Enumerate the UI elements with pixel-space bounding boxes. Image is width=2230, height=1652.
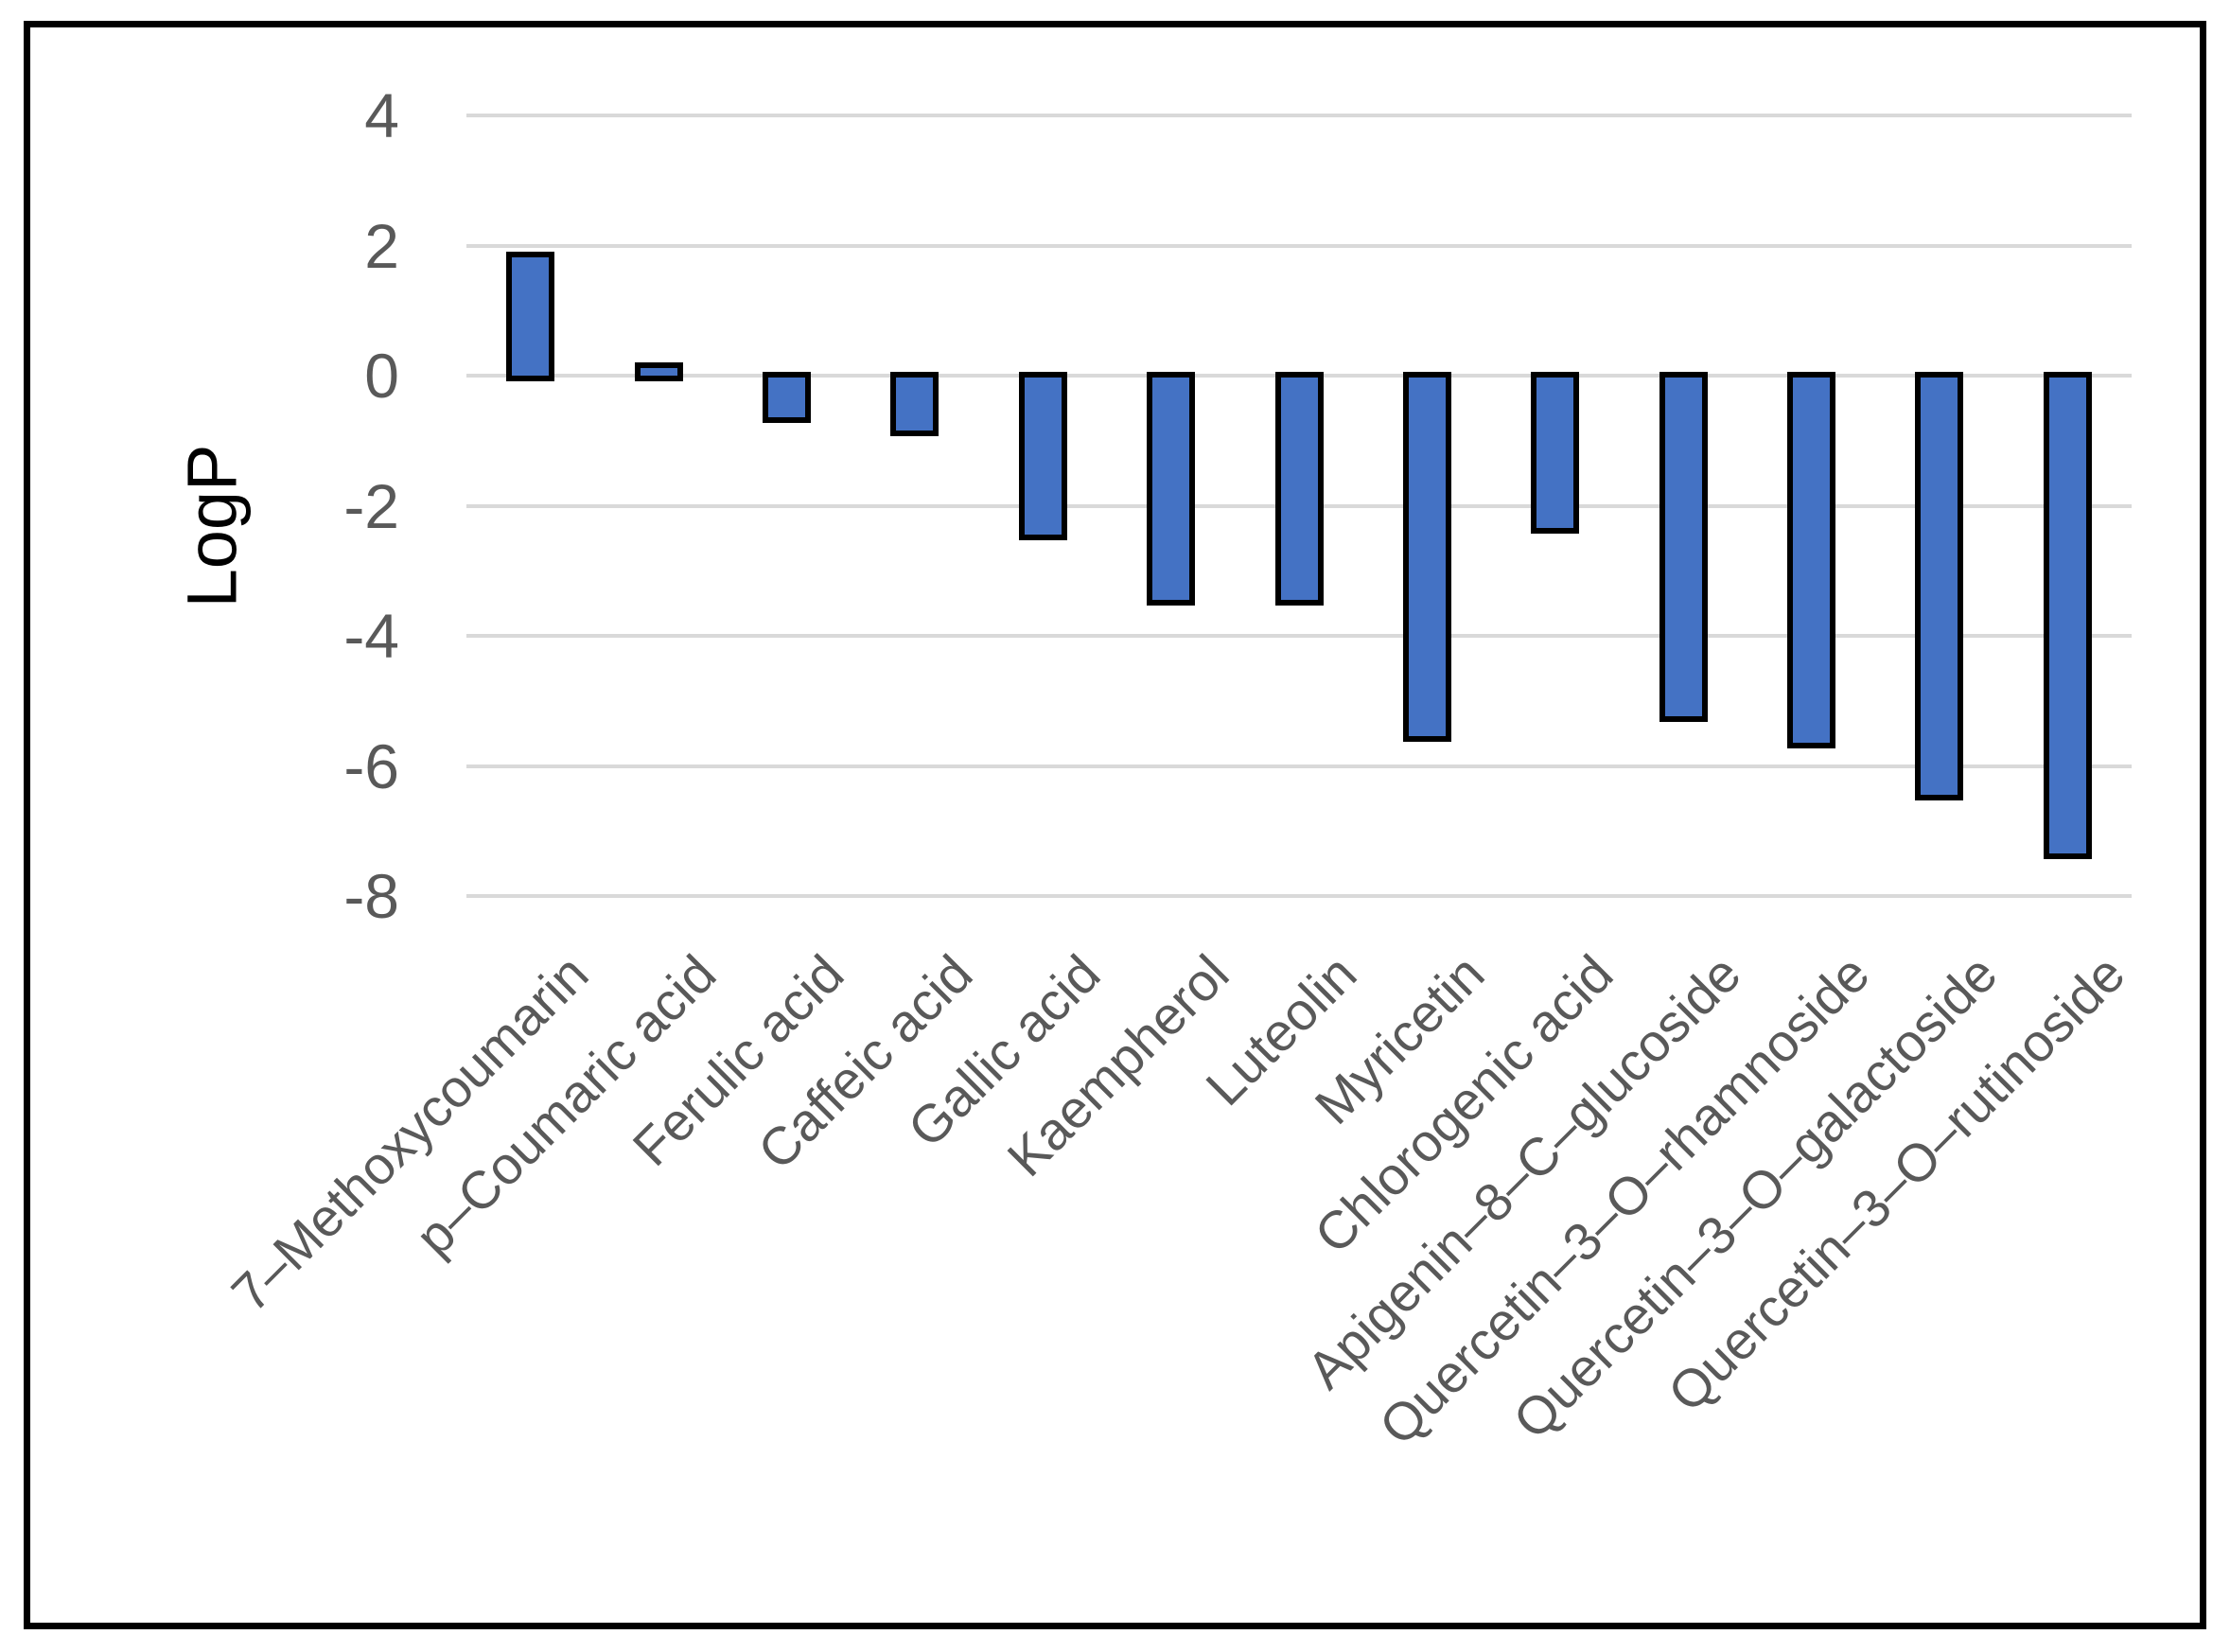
bar-1: [506, 252, 555, 381]
bar-2: [634, 362, 683, 381]
bar-11: [1787, 372, 1836, 748]
y-tick-label: -6: [343, 730, 399, 801]
y-tick-label: -8: [343, 861, 399, 931]
y-axis-title: LogP: [172, 444, 252, 608]
bar-6: [1147, 372, 1196, 606]
y-tick-label: -4: [343, 601, 399, 671]
bar-5: [1018, 372, 1067, 540]
bar-13: [2043, 372, 2092, 859]
bar-7: [1274, 372, 1324, 606]
gridline-y--6: [466, 764, 2132, 768]
bar-4: [890, 372, 939, 436]
gridline-y--8: [466, 894, 2132, 898]
plot-area: [466, 114, 2132, 898]
y-tick-label: 0: [364, 341, 399, 411]
bar-12: [1915, 372, 1964, 800]
gridline-y--4: [466, 634, 2132, 638]
bar-10: [1659, 372, 1708, 723]
chart-frame-border: LogP 4 2 0 -2 -4 -6 -8 7–Methoxycoumarin p–Coum…: [24, 21, 2206, 1629]
gridline-y-2: [466, 243, 2132, 248]
y-tick-label: 4: [364, 80, 399, 150]
bar-3: [762, 372, 811, 424]
bar-8: [1402, 372, 1451, 742]
y-tick-label: 2: [364, 210, 399, 281]
y-tick-label: -2: [343, 470, 399, 541]
gridline-y-4: [466, 114, 2132, 117]
bar-9: [1531, 372, 1580, 534]
